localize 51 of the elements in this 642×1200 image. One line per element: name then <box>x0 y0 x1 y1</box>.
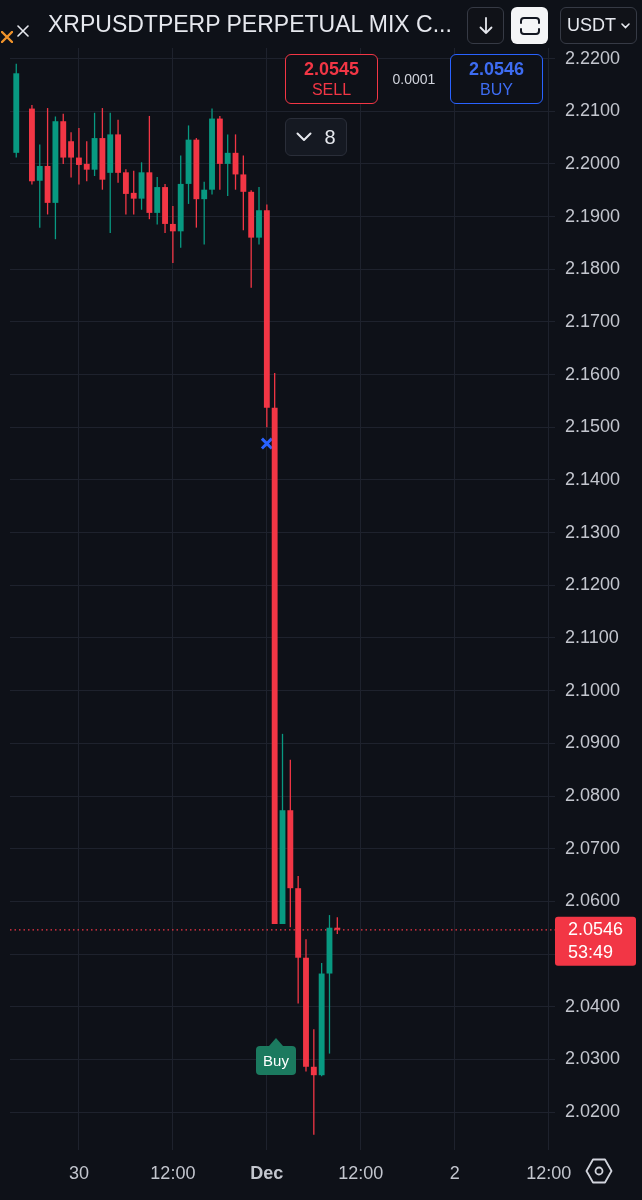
candlestick <box>130 170 137 216</box>
candlestick <box>169 205 176 264</box>
x-tick-label: 12:00 <box>338 1162 384 1183</box>
y-tick-label: 2.1000 <box>565 679 621 700</box>
annotation: 2.0545 <box>303 59 360 79</box>
chart-title: XRPUSDTPERP PERPETUAL MIX C... <box>48 10 452 38</box>
y-tick-label: 2.1100 <box>565 626 619 647</box>
y-tick-label: 2.1200 <box>565 574 621 595</box>
y-tick-label: 2.1500 <box>565 416 621 437</box>
y-tick-label: 2.1700 <box>565 310 621 331</box>
y-tick-label: 2.1600 <box>565 363 621 384</box>
x-tick-label: Dec <box>250 1162 284 1183</box>
ref-line-label: 2.0546 <box>568 918 624 939</box>
candlestick <box>68 131 75 179</box>
y-tick-label: 2.0700 <box>565 837 621 858</box>
y-tick-label: 2.1900 <box>565 205 621 226</box>
y-tick-label: 2.1800 <box>565 258 621 279</box>
y-tick-label: 2.0400 <box>565 995 621 1016</box>
candlestick <box>122 168 129 216</box>
candlestick <box>224 133 231 197</box>
y-tick-label: 2.0600 <box>565 890 621 911</box>
y-tick-label: 2.0900 <box>565 732 621 753</box>
candlestick <box>240 154 247 231</box>
annotation: SELL <box>311 81 352 99</box>
annotation: 2.0546 <box>468 59 525 79</box>
x-tick-label: 12:00 <box>150 1162 196 1183</box>
candlestick <box>83 140 90 182</box>
candlestick <box>75 127 82 186</box>
y-tick-label: 2.1400 <box>565 468 621 489</box>
sell-button: 2.0545 SELL <box>285 54 378 104</box>
currency-dropdown: USDT <box>560 7 637 44</box>
x-tick-label: 30 <box>68 1162 89 1183</box>
indicator-toggle: 8 <box>285 118 347 156</box>
annotation: Buy <box>256 1046 296 1075</box>
text: 53:49 <box>568 941 614 962</box>
y-tick-label: 2.2000 <box>565 152 621 173</box>
candlestick <box>36 143 43 229</box>
annotation: BUY <box>480 81 513 99</box>
y-tick-label: 2.1300 <box>565 521 621 542</box>
candlestick <box>201 181 208 246</box>
y-tick-label: 2.2100 <box>565 100 621 121</box>
y-tick-label: 2.0200 <box>565 1101 621 1122</box>
x-tick-label: 12:00 <box>526 1162 572 1183</box>
candlestick <box>310 1028 317 1136</box>
y-tick-label: 2.0800 <box>565 784 621 805</box>
annotation: 0.0001 <box>391 70 437 88</box>
buy-button: 2.0546 BUY <box>450 54 543 104</box>
y-tick-label: 2.2200 <box>565 47 621 68</box>
annotation: 8 <box>324 125 336 149</box>
y-tick-label: 2.0300 <box>565 1048 621 1069</box>
x-tick-label: 2 <box>449 1162 460 1183</box>
